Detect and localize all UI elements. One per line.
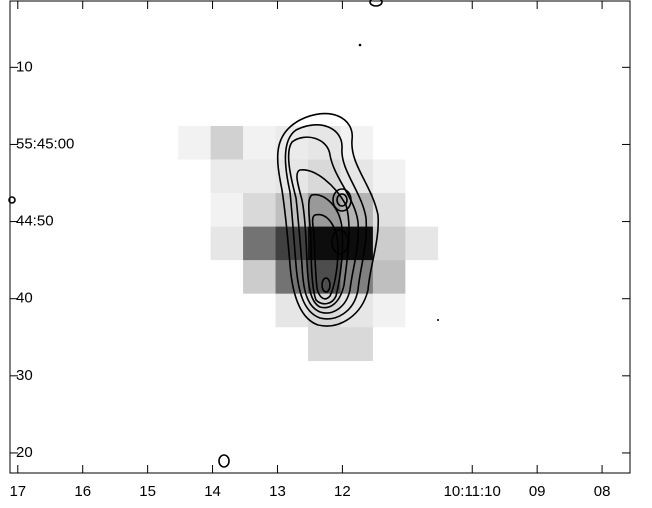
image-cell (276, 159, 309, 193)
image-cell (211, 193, 244, 227)
x-tick-label: 12 (334, 483, 351, 500)
image-cell (178, 193, 211, 227)
image-cell (308, 159, 341, 193)
chart: 17 16 15 14 13 12 10:11:10 09 08 10 55:45:00 44:50 4… (0, 0, 652, 503)
image-cell (211, 294, 244, 328)
y-tick-label: 20 (16, 444, 33, 461)
image-cell (340, 327, 373, 361)
x-tick-label: 10:11:10 (444, 483, 501, 500)
image-cell (243, 227, 276, 261)
y-tick-label: 30 (16, 367, 33, 384)
image-cell (211, 260, 244, 294)
image-cell (178, 294, 211, 328)
image-cell (276, 327, 309, 361)
image-cell (178, 126, 211, 160)
image-cell (373, 159, 406, 193)
image-cell (243, 327, 276, 361)
contour (437, 319, 439, 321)
image-cell (373, 260, 406, 294)
image-cell (373, 327, 406, 361)
image-cell (373, 294, 406, 328)
image-cell (211, 126, 244, 160)
image-cell (243, 260, 276, 294)
image-cell (405, 159, 438, 193)
x-tick-label: 13 (269, 483, 286, 500)
y-tick-label: 55:45:00 (16, 135, 74, 152)
image-cell (178, 227, 211, 261)
x-tick-label: 09 (529, 483, 546, 500)
image-cell (211, 227, 244, 261)
x-tick-label: 15 (139, 483, 156, 500)
x-tick-label: 16 (74, 483, 91, 500)
image-cell (405, 327, 438, 361)
image-cell (405, 126, 438, 160)
image-cell (178, 159, 211, 193)
image-cell (243, 159, 276, 193)
image-cell (211, 159, 244, 193)
image-cell (405, 227, 438, 261)
image (178, 126, 438, 361)
image-cell (340, 294, 373, 328)
x-tick-label: 08 (594, 483, 611, 500)
image-cell (211, 327, 244, 361)
x-tick-label: 17 (9, 483, 26, 500)
page: {"chart_data": {"type": "image", "xlim":… (0, 0, 652, 503)
y-tick-label: 10 (16, 58, 33, 75)
y-tick-label: 44:50 (16, 213, 54, 230)
y-tick-label: 40 (16, 290, 33, 307)
image-cell (373, 126, 406, 160)
x-tick-label: 14 (204, 483, 221, 500)
image-cell (243, 193, 276, 227)
image-cell (405, 294, 438, 328)
image-cell (276, 294, 309, 328)
image-cell (340, 126, 373, 160)
image-cell (178, 260, 211, 294)
image-cell (405, 260, 438, 294)
contour (359, 44, 362, 47)
image-cell (243, 294, 276, 328)
image-cell (178, 327, 211, 361)
image-cell (405, 193, 438, 227)
contour (219, 455, 229, 467)
image-cell (308, 327, 341, 361)
image-cell (243, 126, 276, 160)
image-cell (276, 227, 309, 261)
